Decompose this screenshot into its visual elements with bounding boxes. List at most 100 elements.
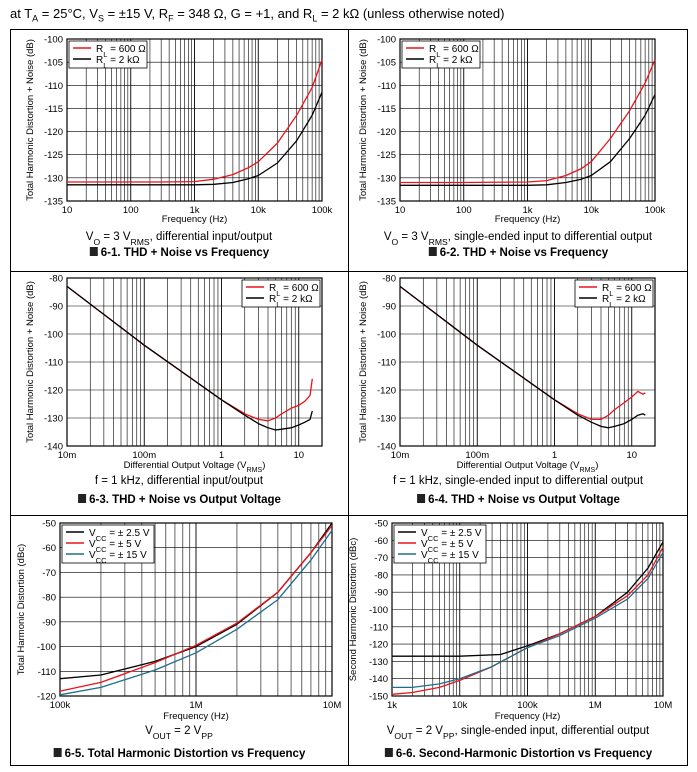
y-tick-label: -120 [377, 127, 396, 138]
legend-entry: VCC = ± 5 V [89, 539, 142, 554]
table-border-row2 [10, 515, 688, 516]
y-tick-label: -70 [374, 553, 388, 564]
plot-frame [399, 38, 656, 202]
chart-fig-6-4: 10m 100m 1 10 -80 -90 -100 -110 -120 -130 -140 Diff… [358, 274, 656, 506]
series-line-black [66, 285, 313, 431]
x-tick-label: 1 [219, 450, 224, 461]
legend-box [401, 40, 481, 69]
y-tick-label: -90 [382, 302, 396, 313]
y-tick-label: -80 [49, 274, 63, 285]
x-tick-label: 100m [465, 450, 489, 461]
y-tick-label: -115 [45, 104, 63, 115]
y-tick-label: -140 [369, 674, 388, 685]
legend-box [68, 40, 148, 69]
table-border-row1 [10, 271, 688, 272]
x-tick-label: 100k [312, 205, 333, 216]
x-tick-label: 100 [123, 205, 139, 216]
x-axis-label: Frequency (Hz) [163, 711, 228, 722]
y-tick-label: -50 [42, 519, 56, 530]
series-line-teal [59, 530, 333, 696]
y-tick-label: -50 [374, 519, 388, 530]
y-tick-label: -135 [44, 197, 63, 208]
y-axis-label: Total Harmonic Distortion + Noise (dB) [358, 281, 369, 443]
x-tick-label: 1k [387, 700, 397, 711]
y-tick-label: -80 [42, 593, 56, 604]
y-tick-label: -110 [45, 358, 63, 369]
x-tick-label: 100k [517, 700, 538, 711]
figure-caption: 6-5. Total Harmonic Distortion vs Freque… [65, 748, 306, 760]
legend-entry: VCC = ± 2.5 V [421, 528, 482, 543]
figure-condition: f = 1 kHz, single-ended input to differe… [393, 475, 644, 487]
legend-entry: RL = 2 kΩ [96, 55, 140, 70]
page-header: at TA = 25°C, VS = ±15 V, RF = 348 Ω, G … [10, 6, 505, 24]
chart-fig-6-6: 1k 10k 100k 1M 10M -50 -60 -70 -80 -90 -100 -110 -12… [348, 519, 672, 761]
y-axis-label: Second Harmonic Distortion (dBc) [348, 538, 359, 682]
figure-icon [89, 247, 98, 256]
y-tick-label: -120 [37, 692, 56, 703]
x-tick-label: 10M [323, 700, 342, 711]
y-tick-label: -115 [378, 104, 396, 115]
y-tick-label: -120 [369, 640, 388, 651]
plot-frame [391, 522, 664, 697]
x-tick-label: 1k [522, 205, 532, 216]
y-tick-label: -60 [374, 536, 388, 547]
x-axis-label: Frequency (Hz) [495, 711, 560, 722]
x-tick-label: 10k [251, 205, 267, 216]
y-tick-label: -100 [377, 330, 396, 341]
x-axis-label: Frequency (Hz) [495, 214, 560, 225]
legend-entry: RL = 600 Ω [429, 44, 479, 59]
x-tick-label: 1M [189, 700, 202, 711]
y-axis-label: Total Harmonic Distortion + Noise (dB) [358, 39, 369, 201]
figure-condition: f = 1 kHz, differential input/output [95, 475, 264, 487]
y-tick-label: -100 [369, 605, 388, 616]
y-tick-label: -80 [382, 274, 396, 285]
y-tick-label: -90 [374, 588, 388, 599]
legend-entry: RL = 600 Ω [269, 283, 319, 298]
x-tick-label: 10k [452, 700, 468, 711]
figure-condition: VOUT = 2 VPP, single-ended input, differ… [387, 725, 650, 741]
figure-caption: 6-2. THD + Noise vs Frequency [440, 247, 609, 259]
y-tick-label: -90 [49, 302, 63, 313]
y-tick-label: -105 [44, 58, 63, 69]
legend-entry: RL = 2 kΩ [269, 294, 313, 309]
x-tick-label: 1k [189, 205, 199, 216]
y-tick-label: -125 [44, 150, 63, 161]
series-line-black [400, 94, 656, 186]
x-tick-label: 100m [132, 450, 156, 461]
x-tick-label: 1M [589, 700, 602, 711]
x-tick-label: 1 [552, 450, 557, 461]
y-tick-label: -60 [42, 543, 56, 554]
y-tick-label: -130 [369, 657, 388, 668]
table-border-top [10, 29, 688, 30]
y-tick-label: -130 [44, 414, 63, 425]
plot-frame [59, 522, 333, 697]
series-line-red [59, 525, 333, 692]
table-border-bottom [10, 765, 688, 766]
x-tick-label: 100k [50, 700, 71, 711]
y-axis-label: Total Harmonic Distortion (dBc) [16, 544, 27, 675]
table-border-left [10, 29, 11, 766]
x-tick-label: 10 [395, 205, 406, 216]
legend-box [574, 279, 654, 308]
plot-frame [66, 277, 323, 447]
legend-entry: VCC = ± 2.5 V [89, 528, 150, 543]
figure-icon [53, 748, 62, 757]
y-tick-label: -90 [42, 617, 56, 628]
y-tick-label: -150 [369, 692, 388, 703]
figure-caption: 6-6. Second-Harmonic Distortion vs Frequ… [396, 748, 653, 760]
y-tick-label: -140 [377, 442, 396, 453]
chart-fig-6-2: 10 100 1k 10k 100k -100 -105 -110 -115 -120 -125 -1… [358, 35, 666, 260]
x-axis-label: Differential Output Voltage (VRMS) [124, 460, 266, 474]
y-tick-label: -100 [44, 330, 63, 341]
y-tick-label: -120 [44, 127, 63, 138]
series-line-teal [392, 552, 664, 689]
x-tick-label: 100 [456, 205, 472, 216]
figure-icon [417, 494, 426, 503]
legend-entry: VCC = ± 15 V [89, 550, 147, 565]
legend-box [241, 279, 321, 308]
legend-entry: VCC = ± 15 V [421, 550, 479, 565]
figure-condition: VO = 3 VRMS, single-ended input to diffe… [384, 231, 653, 247]
y-tick-label: -100 [44, 35, 63, 46]
y-tick-label: -70 [42, 568, 56, 579]
